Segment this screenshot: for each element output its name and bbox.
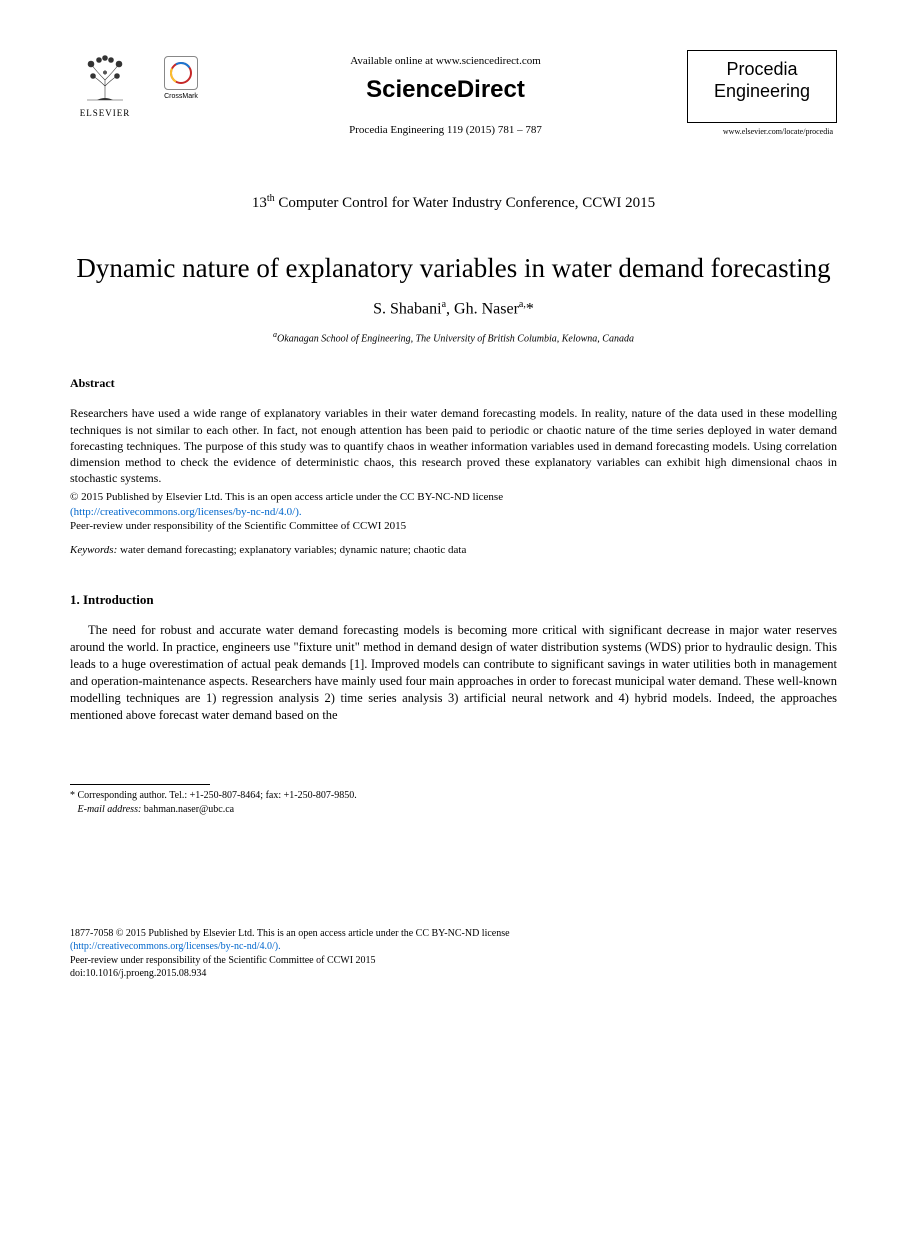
paper-title: Dynamic nature of explanatory variables … (70, 253, 837, 284)
left-logo-group: ELSEVIER CrossMark (70, 50, 204, 130)
peer-review-line: Peer-review under responsibility of the … (70, 520, 406, 532)
email-address: bahman.naser@ubc.ca (141, 804, 234, 815)
affiliation-text: Okanagan School of Engineering, The Univ… (277, 334, 634, 345)
journal-name-line1: Procedia (694, 59, 830, 81)
crossmark-badge[interactable]: CrossMark (158, 56, 204, 101)
journal-box-wrapper: Procedia Engineering www.elsevier.com/lo… (687, 50, 837, 138)
center-header: Available online at www.sciencedirect.co… (204, 50, 687, 138)
footnote-rule (70, 784, 210, 785)
copyright-block: © 2015 Published by Elsevier Ltd. This i… (70, 490, 837, 533)
bottom-license-link[interactable]: (http://creativecommons.org/licenses/by-… (70, 941, 281, 952)
keywords: Keywords: water demand forecasting; expl… (70, 543, 837, 557)
keywords-label: Keywords: (70, 544, 117, 556)
section-1-body: The need for robust and accurate water d… (70, 622, 837, 723)
journal-box: Procedia Engineering (687, 50, 837, 123)
email-label: E-mail address: (78, 804, 142, 815)
license-link[interactable]: (http://creativecommons.org/licenses/by-… (70, 506, 302, 518)
page-header: ELSEVIER CrossMark Available online at w… (70, 50, 837, 138)
issn-line: 1877-7058 © 2015 Published by Elsevier L… (70, 928, 510, 939)
elsevier-tree-icon (77, 50, 133, 106)
citation-line: Procedia Engineering 119 (2015) 781 – 78… (204, 123, 687, 137)
authors: S. Shabania, Gh. Nasera,* (70, 298, 837, 320)
corr-author-line: * Corresponding author. Tel.: +1-250-807… (70, 790, 357, 801)
conference-text: Computer Control for Water Industry Conf… (278, 195, 655, 211)
section-1-heading: 1. Introduction (70, 592, 837, 609)
elsevier-logo: ELSEVIER (70, 50, 140, 130)
journal-name-line2: Engineering (694, 81, 830, 103)
bottom-copyright-block: 1877-7058 © 2015 Published by Elsevier L… (70, 927, 837, 981)
conference-name: 13th Computer Control for Water Industry… (70, 192, 837, 214)
elsevier-label: ELSEVIER (80, 108, 131, 120)
affiliation: aOkanagan School of Engineering, The Uni… (70, 330, 837, 345)
corresponding-author-footnote: * Corresponding author. Tel.: +1-250-807… (70, 789, 837, 817)
doi-line: doi:10.1016/j.proeng.2015.08.934 (70, 968, 206, 979)
keywords-text: water demand forecasting; explanatory va… (117, 544, 466, 556)
available-online-text: Available online at www.sciencedirect.co… (204, 54, 687, 68)
abstract-heading: Abstract (70, 376, 837, 392)
abstract-body: Researchers have used a wide range of ex… (70, 405, 837, 486)
crossmark-icon (164, 56, 198, 90)
copyright-line1: © 2015 Published by Elsevier Ltd. This i… (70, 491, 503, 503)
journal-url: www.elsevier.com/locate/procedia (687, 127, 837, 137)
crossmark-label: CrossMark (164, 92, 198, 101)
sciencedirect-logo: ScienceDirect (204, 74, 687, 105)
bottom-peer-review: Peer-review under responsibility of the … (70, 955, 376, 966)
